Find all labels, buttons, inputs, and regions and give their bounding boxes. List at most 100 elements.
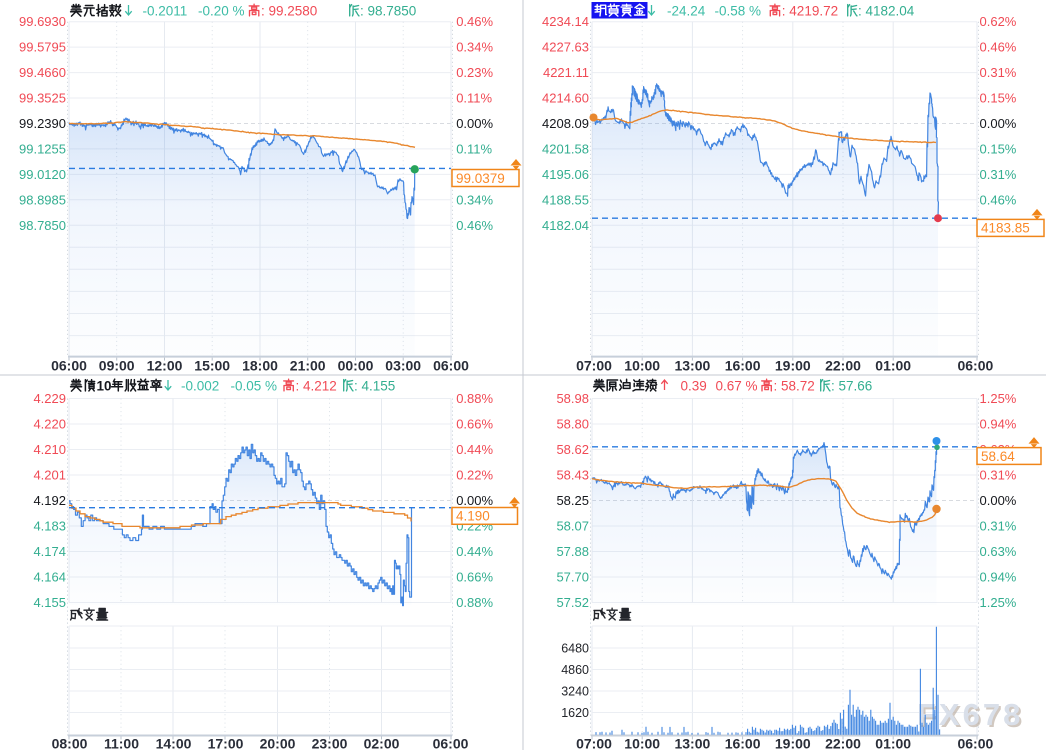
svg-text:4183.85: 4183.85 <box>981 221 1030 236</box>
svg-text:-0.20 %: -0.20 % <box>198 4 245 19</box>
svg-text:10:00: 10:00 <box>624 736 660 750</box>
svg-text:0.62%: 0.62% <box>980 14 1017 29</box>
svg-text:58.98: 58.98 <box>556 391 589 406</box>
svg-text:4208.09: 4208.09 <box>542 116 589 131</box>
svg-text:98.8985: 98.8985 <box>19 192 66 207</box>
svg-text:0.67 %: 0.67 % <box>716 379 758 394</box>
svg-text:98.7850: 98.7850 <box>19 218 66 233</box>
svg-text:1.25%: 1.25% <box>980 391 1017 406</box>
svg-text:0.00%: 0.00% <box>456 116 493 131</box>
svg-text:17:00: 17:00 <box>208 736 244 750</box>
svg-text:: 4182.04: : 4182.04 <box>858 4 915 19</box>
svg-text:4.220: 4.220 <box>33 417 66 432</box>
svg-text:: 4.155: : 4.155 <box>354 379 395 394</box>
svg-text:: 99.2580: : 99.2580 <box>261 4 317 19</box>
svg-text:0.31%: 0.31% <box>980 519 1017 534</box>
svg-text:: 58.72: : 58.72 <box>774 379 815 394</box>
svg-text:-0.2011: -0.2011 <box>143 4 188 19</box>
svg-text:: 57.66: : 57.66 <box>831 379 872 394</box>
svg-text:0.00%: 0.00% <box>456 493 493 508</box>
svg-text:10:00: 10:00 <box>624 358 660 374</box>
svg-text:-0.05 %: -0.05 % <box>231 379 278 394</box>
svg-text:0.44%: 0.44% <box>456 544 493 559</box>
svg-text:-24.24: -24.24 <box>667 4 706 19</box>
svg-text:-0.58 %: -0.58 % <box>715 4 762 19</box>
svg-text:1620: 1620 <box>561 706 589 720</box>
svg-text:4860: 4860 <box>561 663 589 677</box>
svg-text:: 4.212: : 4.212 <box>296 379 337 394</box>
svg-text:06:00: 06:00 <box>51 358 87 374</box>
svg-text:99.0120: 99.0120 <box>19 167 66 182</box>
svg-text:57.70: 57.70 <box>556 570 589 585</box>
svg-text:01:00: 01:00 <box>875 736 911 750</box>
svg-text:99.0379: 99.0379 <box>456 171 505 186</box>
svg-text:06:00: 06:00 <box>433 736 469 750</box>
svg-text:14:00: 14:00 <box>156 736 192 750</box>
svg-text:06:00: 06:00 <box>957 358 993 374</box>
svg-text:1.25%: 1.25% <box>980 595 1017 610</box>
svg-text:0.15%: 0.15% <box>980 141 1017 156</box>
svg-text:21:00: 21:00 <box>290 358 326 374</box>
svg-text:13:00: 13:00 <box>674 358 710 374</box>
svg-text:99.5795: 99.5795 <box>19 40 66 55</box>
svg-text:0.00%: 0.00% <box>980 116 1017 131</box>
svg-text:4221.11: 4221.11 <box>543 65 589 80</box>
svg-text:0.46%: 0.46% <box>980 40 1017 55</box>
svg-text:0.11%: 0.11% <box>456 141 492 156</box>
svg-text:12:00: 12:00 <box>147 358 183 374</box>
svg-text:07:00: 07:00 <box>576 358 612 374</box>
svg-text:4.190: 4.190 <box>456 509 490 524</box>
svg-text:13:00: 13:00 <box>674 736 710 750</box>
svg-text:16:00: 16:00 <box>725 358 761 374</box>
svg-text:03:00: 03:00 <box>385 358 421 374</box>
svg-text:4227.63: 4227.63 <box>542 40 589 55</box>
svg-text:3240: 3240 <box>561 685 589 699</box>
svg-text:0.31%: 0.31% <box>980 167 1017 182</box>
svg-text:10: 10 <box>97 379 112 394</box>
svg-text:00:00: 00:00 <box>338 358 374 374</box>
svg-text:: 98.7850: : 98.7850 <box>360 4 416 19</box>
svg-text:0.88%: 0.88% <box>456 595 493 610</box>
svg-text:0.66%: 0.66% <box>456 417 493 432</box>
svg-text:0.31%: 0.31% <box>980 468 1017 483</box>
svg-text:6480: 6480 <box>561 642 589 656</box>
svg-text:01:00: 01:00 <box>875 358 911 374</box>
svg-text:0.46%: 0.46% <box>980 192 1017 207</box>
svg-text:19:00: 19:00 <box>775 358 811 374</box>
svg-text:15:00: 15:00 <box>194 358 230 374</box>
svg-text:0.94%: 0.94% <box>980 417 1017 432</box>
svg-text:4201.58: 4201.58 <box>542 141 589 156</box>
svg-text:99.4660: 99.4660 <box>19 65 66 80</box>
svg-text:58.64: 58.64 <box>981 449 1015 464</box>
svg-text:0.88%: 0.88% <box>456 391 493 406</box>
svg-text:20:00: 20:00 <box>260 736 296 750</box>
svg-text:99.2390: 99.2390 <box>19 116 66 131</box>
svg-text:06:00: 06:00 <box>957 736 993 750</box>
svg-text:0.94%: 0.94% <box>980 570 1017 585</box>
svg-text:-0.002: -0.002 <box>181 379 219 394</box>
svg-text:99.1255: 99.1255 <box>19 141 66 156</box>
svg-text:4.164: 4.164 <box>33 570 66 585</box>
svg-text:08:00: 08:00 <box>52 736 88 750</box>
svg-text:57.88: 57.88 <box>556 544 589 559</box>
svg-text:4188.55: 4188.55 <box>542 192 589 207</box>
svg-text:0.31%: 0.31% <box>980 65 1017 80</box>
svg-text:4.229: 4.229 <box>33 391 66 406</box>
svg-text:FX678: FX678 <box>917 697 1023 732</box>
svg-text:4.192: 4.192 <box>33 493 66 508</box>
svg-text:4234.14: 4234.14 <box>542 14 589 29</box>
svg-text:4.201: 4.201 <box>33 468 66 483</box>
svg-text:22:00: 22:00 <box>825 736 861 750</box>
svg-text:0.34%: 0.34% <box>456 192 493 207</box>
svg-text:0.23%: 0.23% <box>456 65 493 80</box>
svg-text:0.66%: 0.66% <box>456 570 493 585</box>
svg-text:11:00: 11:00 <box>104 736 139 750</box>
svg-text:0.46%: 0.46% <box>456 14 493 29</box>
svg-text:0.11%: 0.11% <box>456 91 492 106</box>
svg-text:22:00: 22:00 <box>825 358 861 374</box>
svg-text:99.6930: 99.6930 <box>19 14 66 29</box>
svg-text:58.07: 58.07 <box>556 519 589 534</box>
svg-text:16:00: 16:00 <box>725 736 761 750</box>
svg-text:0.39: 0.39 <box>681 379 707 394</box>
svg-text:58.25: 58.25 <box>556 493 589 508</box>
